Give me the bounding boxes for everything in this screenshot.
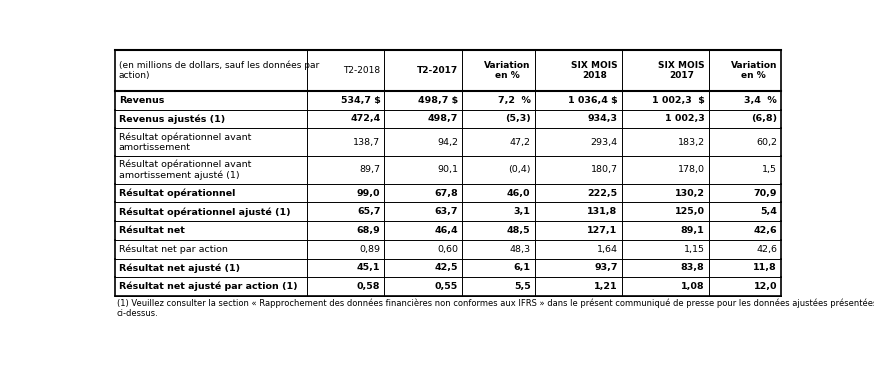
Text: (0,4): (0,4) [508, 165, 531, 174]
Text: Résultat opérationnel: Résultat opérationnel [119, 188, 235, 198]
Text: 65,7: 65,7 [357, 207, 380, 216]
Text: 131,8: 131,8 [587, 207, 618, 216]
Text: 11,8: 11,8 [753, 264, 777, 272]
Text: 125,0: 125,0 [675, 207, 704, 216]
Text: 60,2: 60,2 [756, 138, 777, 147]
Text: 68,9: 68,9 [357, 226, 380, 235]
Text: 222,5: 222,5 [587, 188, 618, 198]
Text: 0,58: 0,58 [357, 282, 380, 291]
Text: Résultat net ajusté par action (1): Résultat net ajusté par action (1) [119, 282, 297, 291]
Text: 67,8: 67,8 [434, 188, 458, 198]
Text: 46,0: 46,0 [507, 188, 531, 198]
Text: 6,1: 6,1 [514, 264, 531, 272]
Text: 63,7: 63,7 [434, 207, 458, 216]
Text: 42,6: 42,6 [753, 226, 777, 235]
Text: 1,15: 1,15 [683, 245, 704, 254]
Text: 93,7: 93,7 [594, 264, 618, 272]
Text: 1,64: 1,64 [597, 245, 618, 254]
Text: 70,9: 70,9 [753, 188, 777, 198]
Text: T2-2018: T2-2018 [343, 66, 380, 75]
Text: 127,1: 127,1 [587, 226, 618, 235]
Text: 1,08: 1,08 [681, 282, 704, 291]
Text: (6,8): (6,8) [751, 115, 777, 123]
Text: Résultat opérationnel avant
amortissement ajusté (1): Résultat opérationnel avant amortissemen… [119, 160, 251, 180]
Text: 1 036,4 $: 1 036,4 $ [568, 96, 618, 105]
Text: 48,5: 48,5 [507, 226, 531, 235]
Text: 12,0: 12,0 [753, 282, 777, 291]
Text: 7,2  %: 7,2 % [497, 96, 531, 105]
Text: 138,7: 138,7 [353, 138, 380, 147]
Text: Revenus ajustés (1): Revenus ajustés (1) [119, 114, 225, 124]
Text: 178,0: 178,0 [677, 165, 704, 174]
Text: 130,2: 130,2 [675, 188, 704, 198]
Text: Résultat opérationnel avant
amortissement: Résultat opérationnel avant amortissemen… [119, 132, 251, 152]
Text: Revenus: Revenus [119, 96, 164, 105]
Text: 180,7: 180,7 [591, 165, 618, 174]
Text: SIX MOIS
2018: SIX MOIS 2018 [571, 61, 618, 80]
Text: Résultat net ajusté (1): Résultat net ajusté (1) [119, 263, 239, 273]
Text: 89,7: 89,7 [359, 165, 380, 174]
Text: 83,8: 83,8 [681, 264, 704, 272]
Text: 89,1: 89,1 [681, 226, 704, 235]
Text: 1 002,3  $: 1 002,3 $ [652, 96, 704, 105]
Text: 0,55: 0,55 [434, 282, 458, 291]
Text: Résultat net: Résultat net [119, 226, 184, 235]
Text: 42,5: 42,5 [434, 264, 458, 272]
Text: 0,60: 0,60 [437, 245, 458, 254]
Text: 498,7 $: 498,7 $ [418, 96, 458, 105]
Text: (en millions de dollars, sauf les données par
action): (en millions de dollars, sauf les donnée… [119, 60, 319, 81]
Text: 3,1: 3,1 [514, 207, 531, 216]
Text: 183,2: 183,2 [677, 138, 704, 147]
Text: 5,4: 5,4 [760, 207, 777, 216]
Text: 534,7 $: 534,7 $ [341, 96, 380, 105]
Text: 42,6: 42,6 [756, 245, 777, 254]
Text: 45,1: 45,1 [357, 264, 380, 272]
Text: 1,21: 1,21 [594, 282, 618, 291]
Text: 498,7: 498,7 [427, 115, 458, 123]
Text: 90,1: 90,1 [437, 165, 458, 174]
Text: Résultat net par action: Résultat net par action [119, 244, 227, 254]
Text: 293,4: 293,4 [591, 138, 618, 147]
Text: Variation
en %: Variation en % [484, 61, 531, 80]
Text: 1 002,3: 1 002,3 [665, 115, 704, 123]
Text: SIX MOIS
2017: SIX MOIS 2017 [658, 61, 704, 80]
Text: (1) Veuillez consulter la section « Rapprochement des données financières non co: (1) Veuillez consulter la section « Rapp… [117, 298, 874, 318]
Text: 3,4  %: 3,4 % [745, 96, 777, 105]
Text: 46,4: 46,4 [434, 226, 458, 235]
Text: Résultat opérationnel ajusté (1): Résultat opérationnel ajusté (1) [119, 207, 290, 217]
Text: Variation
en %: Variation en % [731, 61, 777, 80]
Text: 48,3: 48,3 [510, 245, 531, 254]
Text: 1,5: 1,5 [762, 165, 777, 174]
Text: 99,0: 99,0 [357, 188, 380, 198]
Text: 47,2: 47,2 [510, 138, 531, 147]
Text: 5,5: 5,5 [514, 282, 531, 291]
Text: 94,2: 94,2 [437, 138, 458, 147]
Text: 0,89: 0,89 [359, 245, 380, 254]
Text: 472,4: 472,4 [350, 115, 380, 123]
Text: (5,3): (5,3) [505, 115, 531, 123]
Text: 934,3: 934,3 [587, 115, 618, 123]
Text: T2-2017: T2-2017 [417, 66, 458, 75]
